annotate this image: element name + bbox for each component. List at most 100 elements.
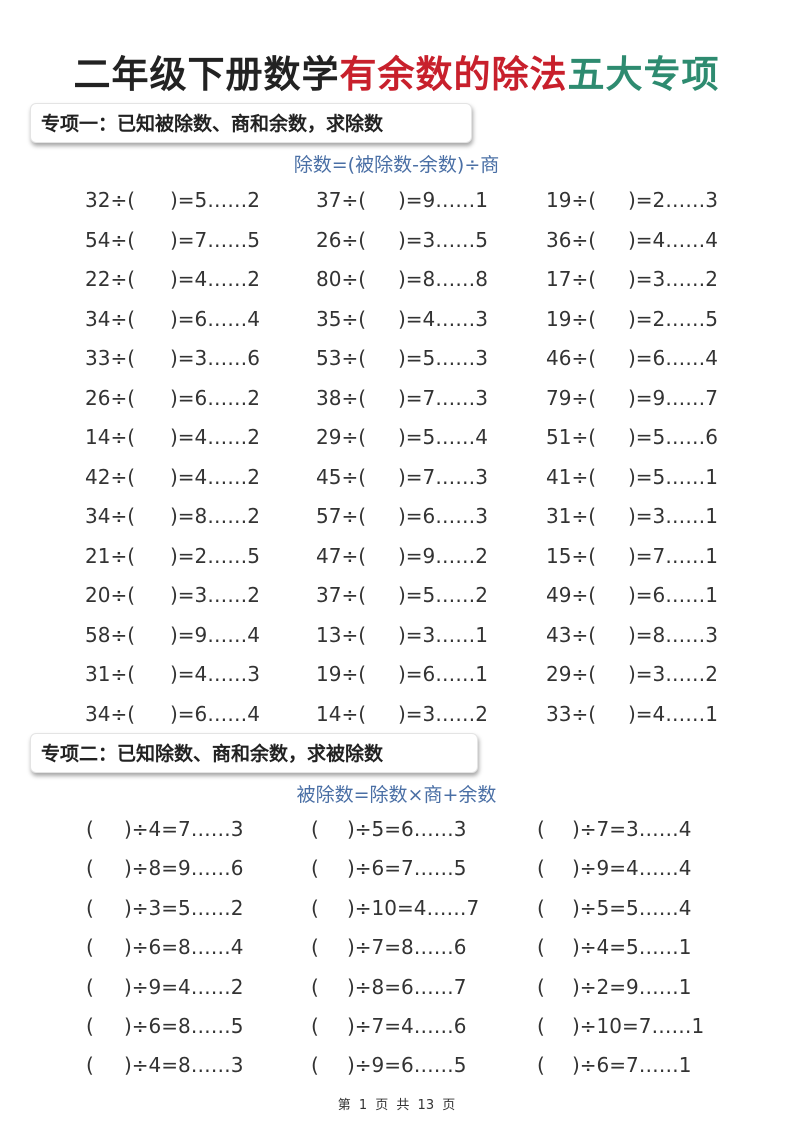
problem-left: 29÷( — [546, 662, 597, 686]
problem-left: 33÷( — [546, 701, 597, 726]
problem-left: 34÷( — [85, 701, 136, 726]
problem-left: ( — [537, 856, 545, 881]
problem-right: )=9……2 — [398, 543, 489, 568]
problem-left: ( — [537, 1014, 545, 1038]
page-footer: 第 1 页 共 13 页 — [337, 1098, 456, 1113]
problem-right: )=9……4 — [170, 622, 261, 647]
problem-right: )=3……2 — [398, 701, 489, 726]
problem-left: 19÷( — [546, 188, 597, 212]
problem-right: )÷4=7……3 — [124, 817, 244, 841]
problem-left: ( — [537, 974, 545, 999]
problem-left: 54÷( — [85, 227, 136, 252]
problem-right: )=6……4 — [170, 306, 261, 331]
problem-row: 33÷()=3……6 53÷()=5……3 46÷()=6……4 — [0, 346, 793, 376]
problem-left: 58÷( — [85, 622, 136, 647]
problem-row: ()÷9=4……2 ()÷8=6……7 ()÷2=9……1 — [0, 975, 793, 1005]
problem-left: 41÷( — [546, 464, 597, 489]
problem-right: )=8……3 — [628, 622, 719, 647]
problem-right: )=8……8 — [398, 267, 489, 291]
problem-left: 14÷( — [316, 701, 367, 726]
problem-row: 54÷()=7……5 26÷()=3……5 36÷()=4……4 — [0, 228, 793, 258]
problem-row: ()÷6=8……4 ()÷7=8……6 ()÷4=5……1 — [0, 935, 793, 965]
problem-left: 37÷( — [316, 188, 367, 212]
problem-row: 14÷()=4……2 29÷()=5……4 51÷()=5……6 — [0, 425, 793, 455]
page-title: 二年级下册数学有余数的除法五大专项 — [0, 44, 793, 98]
problem-left: ( — [311, 1053, 319, 1078]
problem-left: ( — [537, 817, 545, 841]
problem-left: 13÷( — [316, 622, 367, 647]
problem-right: )=2……5 — [628, 306, 719, 331]
problem-right: )=5……6 — [628, 425, 719, 449]
problem-row: 22÷()=4……2 80÷()=8……8 17÷()=3……2 — [0, 267, 793, 297]
problem-right: )=2……5 — [170, 543, 261, 568]
problem-left: ( — [311, 817, 319, 841]
title-part-3: 五大专项 — [567, 53, 720, 96]
problem-right: )=7……3 — [398, 464, 489, 489]
section-2-formula: 被除数=除数×商+余数 — [296, 784, 497, 806]
problem-right: )=6……3 — [398, 504, 489, 528]
problem-left: ( — [86, 1053, 94, 1078]
problem-right: )÷9=4……4 — [572, 856, 692, 881]
problem-left: 26÷( — [316, 227, 367, 252]
problem-left: ( — [311, 974, 319, 999]
problem-left: 29÷( — [316, 425, 367, 449]
problem-right: )÷2=9……1 — [572, 974, 692, 999]
problem-row: 32÷( )=5……2 37÷( )=9……1 19÷( )=2……3 — [0, 188, 793, 218]
problem-left: ( — [86, 895, 94, 920]
problem-left: ( — [86, 1014, 94, 1038]
problem-right: )=7……1 — [628, 543, 719, 568]
problem-right: )=6……2 — [170, 385, 261, 410]
problem-row: 34÷()=6……4 14÷()=3……2 33÷()=4……1 — [0, 702, 793, 732]
problem-right: )=4……3 — [398, 306, 489, 331]
problem-left: 26÷( — [85, 385, 136, 410]
problem-left: 51÷( — [546, 425, 597, 449]
problem-left: 35÷( — [316, 306, 367, 331]
problem-right: )=9……1 — [398, 188, 489, 212]
problem-left: ( — [311, 856, 319, 881]
problem-right: )=5……2 — [170, 188, 261, 212]
problem-left: 31÷( — [546, 504, 597, 528]
problem-right: )=6……4 — [628, 346, 719, 370]
problem-left: 38÷( — [316, 385, 367, 410]
problem-right: )=3……1 — [628, 504, 719, 528]
problem-right: )=5……1 — [628, 464, 719, 489]
problem-right: )÷9=6……5 — [347, 1053, 467, 1078]
problem-left: 19÷( — [316, 662, 367, 686]
problem-row: 21÷()=2……5 47÷()=9……2 15÷()=7……1 — [0, 544, 793, 574]
problem-right: )=4……2 — [170, 267, 261, 291]
problem-left: 43÷( — [546, 622, 597, 647]
problem-right: )=3……2 — [170, 583, 261, 607]
problem-left: 45÷( — [316, 464, 367, 489]
problem-right: )÷7=8……6 — [347, 935, 467, 960]
problem-left: 36÷( — [546, 227, 597, 252]
problem-right: )=2……3 — [628, 188, 719, 212]
problem-right: )÷4=5……1 — [572, 935, 692, 960]
problem-right: )=4……2 — [170, 464, 261, 489]
problem-left: ( — [86, 974, 94, 999]
problem-left: ( — [311, 1014, 319, 1038]
problem-right: )=6……1 — [628, 583, 719, 607]
problem-right: )=4……1 — [628, 701, 719, 726]
problem-left: 19÷( — [546, 306, 597, 331]
problem-right: )=3……2 — [628, 662, 719, 686]
problem-row: ()÷4=8……3 ()÷9=6……5 ()÷6=7……1 — [0, 1053, 793, 1083]
problem-right: )=3……5 — [398, 227, 489, 252]
problem-right: )÷6=7……1 — [572, 1053, 692, 1078]
problem-left: 79÷( — [546, 385, 597, 410]
problem-row: 34÷( )=6……4 35÷( )=4……3 19÷( )=2……5 — [0, 307, 793, 337]
problem-left: 34÷( — [85, 306, 136, 331]
problem-left: 15÷( — [546, 543, 597, 568]
problem-left: 80÷( — [316, 267, 367, 291]
section-1-formula: 除数=(被除数-余数)÷商 — [293, 154, 500, 176]
problem-right: )=5……2 — [398, 583, 489, 607]
problem-left: 32÷( — [85, 188, 136, 212]
section-2-heading: 专项二：已知除数、商和余数，求被除数 — [30, 733, 478, 773]
problem-left: 31÷( — [85, 662, 136, 686]
problem-row: 34÷()=8……2 57÷()=6……3 31÷()=3……1 — [0, 504, 793, 534]
problem-right: )=4……4 — [628, 227, 719, 252]
problem-right: )=3……2 — [628, 267, 719, 291]
problem-right: )=4……3 — [170, 662, 261, 686]
problem-left: ( — [537, 935, 545, 960]
problem-right: )=7……3 — [398, 385, 489, 410]
problem-right: )÷10=7……1 — [572, 1014, 705, 1038]
